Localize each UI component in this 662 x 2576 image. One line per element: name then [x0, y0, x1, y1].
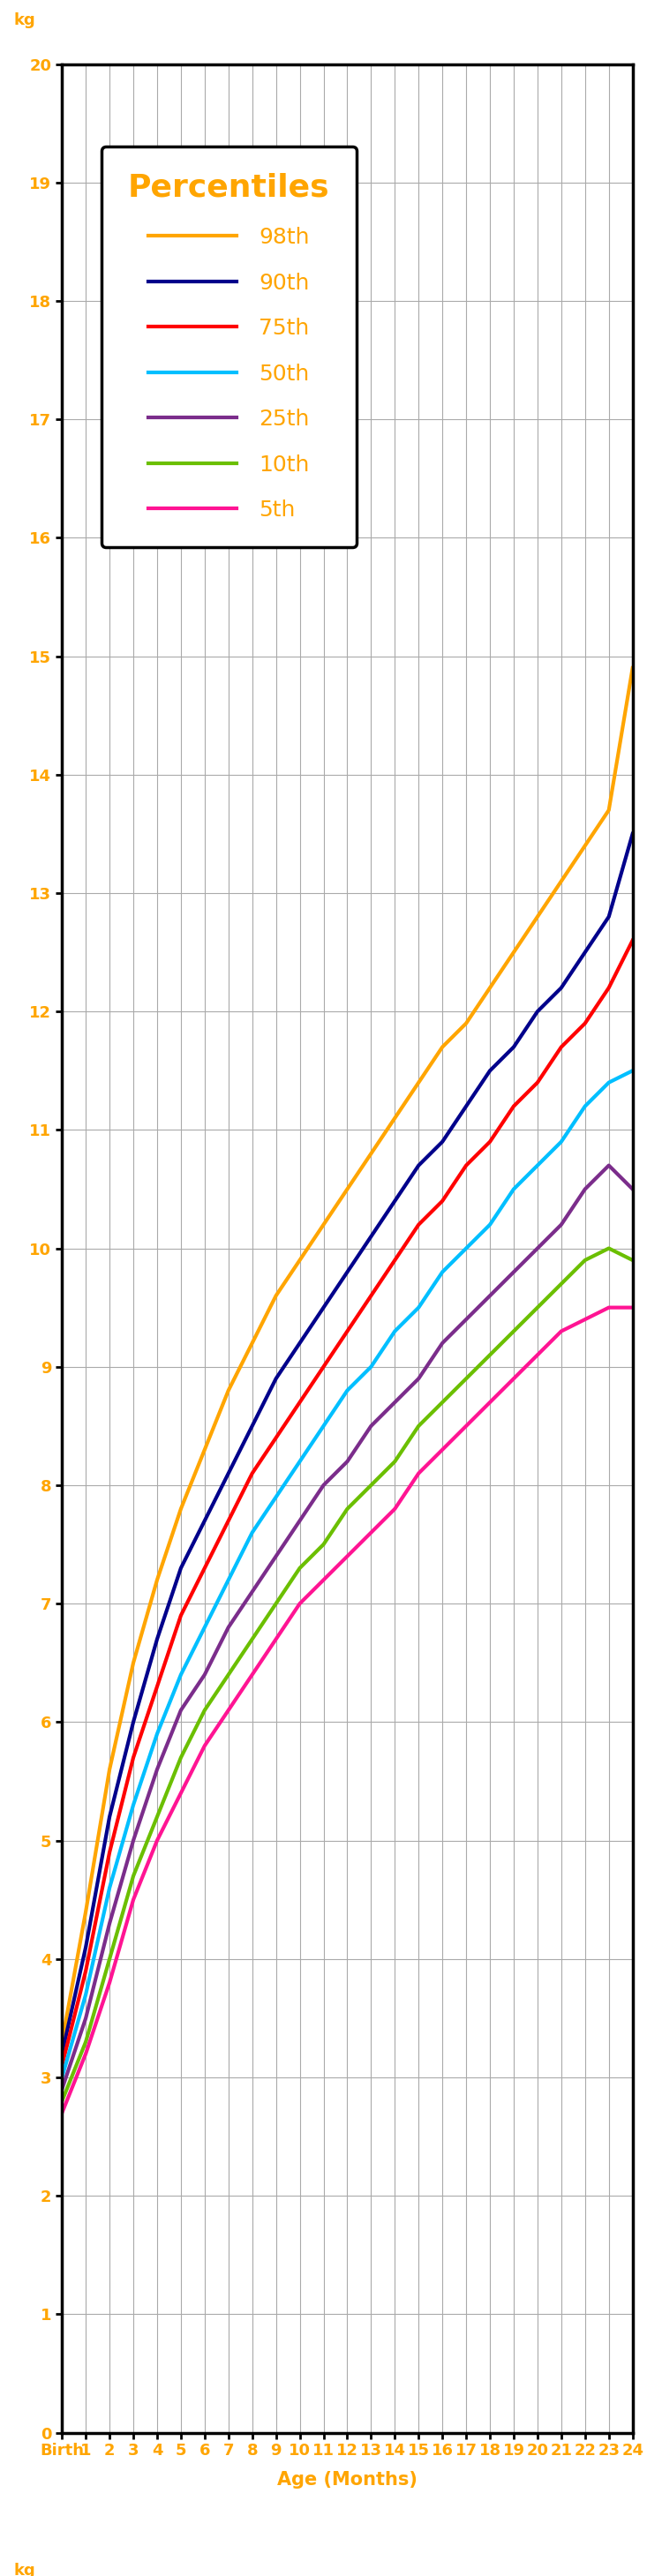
Legend: 98th, 90th, 75th, 50th, 25th, 10th, 5th: 98th, 90th, 75th, 50th, 25th, 10th, 5th — [101, 147, 356, 546]
Text: kg: kg — [13, 2563, 35, 2576]
X-axis label: Age (Months): Age (Months) — [277, 2470, 418, 2488]
Text: kg: kg — [13, 13, 35, 28]
